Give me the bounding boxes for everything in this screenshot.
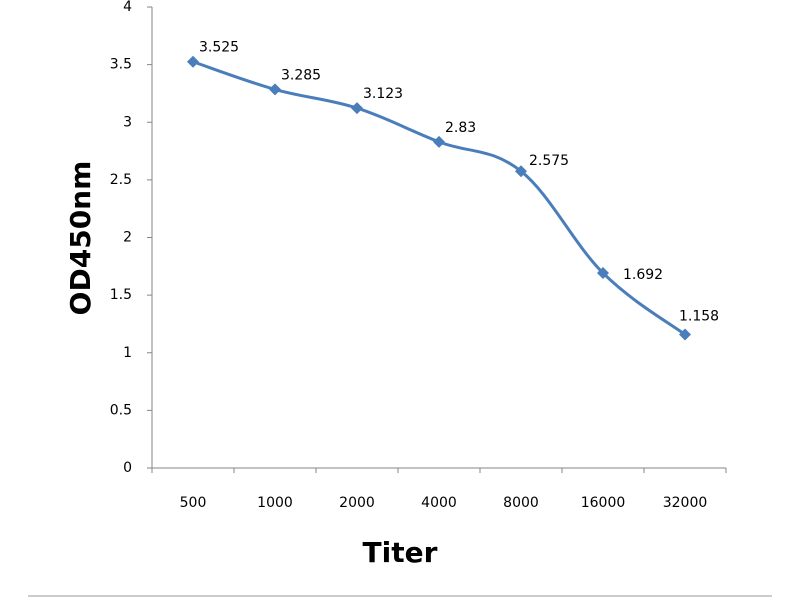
x-tick-label: 4000 <box>421 495 457 511</box>
y-tick-label: 0.5 <box>110 402 132 418</box>
x-tick-label: 2000 <box>339 495 375 511</box>
y-tick-label: 1 <box>123 345 132 361</box>
data-label: 3.525 <box>199 40 239 56</box>
data-label: 2.83 <box>445 120 476 136</box>
data-point-marker <box>515 165 527 178</box>
data-label: 3.285 <box>281 67 321 83</box>
y-tick-label: 2.5 <box>110 172 132 188</box>
x-tick-label: 500 <box>180 495 207 511</box>
x-axis-ticks: 500 1000 2000 4000 8000 16000 32000 <box>151 468 727 511</box>
y-tick-label: 3.5 <box>110 57 132 73</box>
data-label: 3.123 <box>363 86 403 102</box>
data-point-marker <box>187 55 199 68</box>
y-tick-label: 4 <box>123 0 132 15</box>
y-tick-label: 0 <box>123 460 132 476</box>
x-tick-label: 8000 <box>503 495 539 511</box>
data-point-marker <box>597 266 609 279</box>
data-point-marker <box>679 328 691 341</box>
y-tick-label: 3 <box>123 114 132 130</box>
x-tick-label: 1000 <box>257 495 293 511</box>
x-tick-label: 16000 <box>581 495 626 511</box>
y-axis-title: OD450nm <box>64 161 97 316</box>
data-label: 1.692 <box>623 267 663 283</box>
data-point-marker <box>269 83 281 96</box>
y-tick-label: 1.5 <box>110 287 132 303</box>
data-label: 1.158 <box>679 309 719 325</box>
data-point-marker <box>433 135 445 148</box>
data-labels: 3.525 3.285 3.123 2.83 2.575 1.692 1.158 <box>199 40 719 325</box>
data-point-marker <box>351 102 363 115</box>
x-axis-title: Titer <box>363 536 438 569</box>
y-axis-ticks: 0 0.5 1 1.5 2 2.5 3 3.5 4 <box>110 0 152 476</box>
x-tick-label: 32000 <box>663 495 708 511</box>
series-group <box>187 55 691 341</box>
series-line <box>192 60 686 336</box>
data-label: 2.575 <box>529 153 569 169</box>
y-tick-label: 2 <box>123 230 132 246</box>
